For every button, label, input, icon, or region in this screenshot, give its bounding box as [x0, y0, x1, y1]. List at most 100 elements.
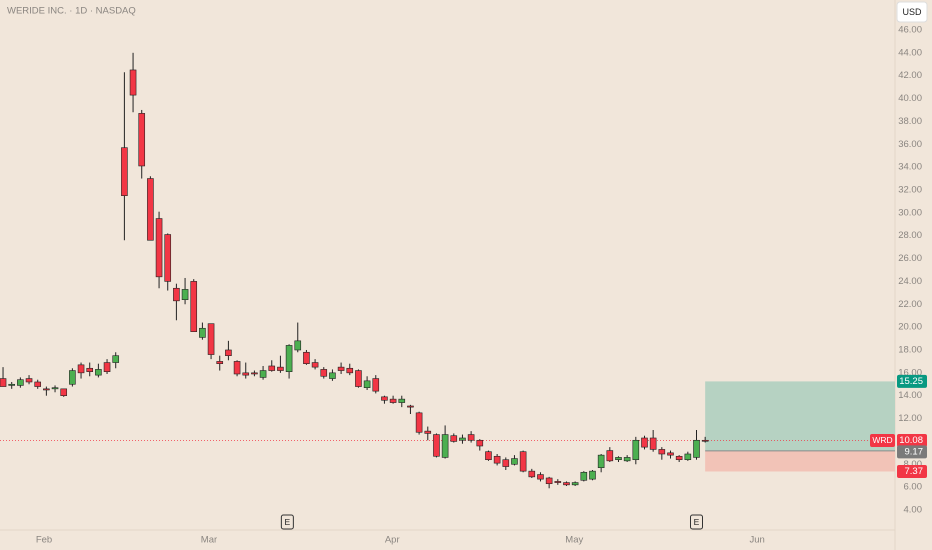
y-tick-label: 16.00: [898, 367, 922, 378]
x-tick-label: Jun: [750, 535, 765, 546]
candle-body: [554, 481, 562, 483]
candle-body: [641, 437, 648, 448]
candle-body: [363, 380, 371, 388]
candle-body: [519, 451, 527, 472]
candle-body: [329, 372, 336, 379]
x-tick-label: Apr: [385, 535, 400, 546]
y-tick-label: 36.00: [898, 139, 922, 150]
chart-title: WERIDE INC. · 1D · NASDAQ: [7, 6, 136, 17]
candle-body: [0, 378, 7, 387]
candle-body: [95, 369, 102, 376]
candle-body: [294, 340, 302, 351]
candle-body: [207, 323, 215, 355]
candle-body: [303, 351, 310, 364]
x-tick-label: Feb: [36, 535, 52, 546]
entry-label: 9.17: [905, 446, 924, 457]
candle-body: [181, 289, 189, 300]
event-marker: [689, 514, 703, 530]
candle-body: [424, 430, 432, 434]
candle-body: [25, 378, 33, 383]
stop-label-bg: [897, 464, 927, 478]
symbol-tag-bg: [870, 434, 895, 448]
y-tick-label: 26.00: [898, 253, 922, 264]
y-tick-label: 8.00: [904, 459, 923, 470]
candle-body: [225, 349, 232, 356]
candle-body: [537, 474, 544, 480]
y-tick-label: 34.00: [898, 162, 922, 173]
y-tick-label: 14.00: [898, 390, 922, 401]
y-tick-label: 12.00: [898, 413, 922, 424]
candle-body: [459, 437, 466, 441]
candle-body: [60, 388, 68, 396]
y-tick-label: 28.00: [898, 230, 922, 241]
y-tick-label: 40.00: [898, 93, 922, 104]
candle-body: [355, 370, 362, 387]
last-price-label-bg: [897, 434, 927, 448]
candle-body: [667, 452, 674, 456]
y-tick-label: 46.00: [898, 24, 922, 35]
candle-body: [69, 370, 76, 385]
candle-body: [589, 470, 596, 480]
candle-body: [684, 453, 692, 461]
candle-body: [173, 287, 180, 302]
candle-body: [675, 455, 683, 461]
candle-body: [199, 327, 206, 338]
candle-body: [51, 387, 59, 390]
y-tick-label: 6.00: [904, 482, 923, 493]
event-marker: [280, 514, 294, 530]
candle-body: [103, 362, 111, 372]
candle-body: [528, 470, 536, 478]
candle-body: [649, 437, 657, 450]
candle-body: [450, 435, 458, 442]
last-price-label: 10.08: [899, 435, 923, 446]
candle-body: [597, 454, 605, 469]
candle-body: [121, 147, 128, 196]
candle-body: [563, 482, 570, 486]
y-tick-label: 44.00: [898, 47, 922, 58]
target-label-bg: [897, 374, 927, 388]
candle-body: [615, 457, 622, 461]
candle-body: [129, 69, 137, 96]
candle-body: [701, 439, 709, 442]
x-tick-label: Mar: [201, 535, 217, 546]
currency-button[interactable]: [896, 1, 928, 23]
candle-body: [398, 398, 406, 403]
candle-body: [580, 471, 588, 481]
y-tick-label: 30.00: [898, 207, 922, 218]
candle-body: [632, 439, 640, 461]
candle-body: [311, 362, 319, 368]
candle-body: [320, 369, 328, 377]
candle-body: [268, 365, 276, 371]
x-tick-label: May: [565, 535, 583, 546]
candle-body: [467, 434, 475, 441]
candle-body: [259, 370, 267, 378]
candle-body: [381, 396, 388, 401]
candle-body: [476, 439, 484, 447]
candle-body: [606, 450, 614, 462]
candle-body: [77, 364, 85, 374]
target-zone: [705, 381, 895, 451]
candle-body: [8, 383, 16, 386]
candle-body: [337, 366, 345, 371]
y-tick-label: 20.00: [898, 322, 922, 333]
candle-body: [242, 372, 250, 376]
candle-body: [389, 398, 397, 403]
candle-body: [372, 378, 380, 392]
candle-body: [17, 379, 24, 386]
candle-body: [285, 345, 293, 372]
candle-body: [415, 412, 423, 433]
candle-body: [658, 449, 666, 455]
candle-body: [86, 367, 94, 372]
y-tick-label: 4.00: [904, 505, 923, 516]
entry-label-bg: [897, 445, 927, 459]
candle-body: [155, 218, 163, 278]
candle-body: [277, 366, 284, 371]
candle-body: [407, 405, 414, 408]
stop-label: 7.37: [905, 466, 924, 477]
currency-label[interactable]: USD: [902, 7, 922, 17]
candle-body: [571, 482, 579, 486]
candle-body: [433, 434, 440, 457]
y-tick-label: 22.00: [898, 299, 922, 310]
candle-body: [138, 113, 146, 167]
